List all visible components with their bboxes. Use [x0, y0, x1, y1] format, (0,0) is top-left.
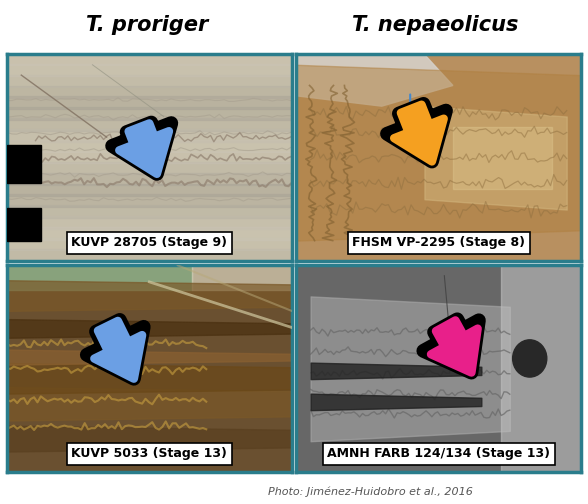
Bar — [7, 118, 292, 131]
Bar — [7, 53, 292, 66]
Ellipse shape — [513, 340, 547, 377]
Bar — [7, 42, 292, 54]
Bar — [7, 96, 292, 109]
Text: AMNH FARB 124/134 (Stage 13): AMNH FARB 124/134 (Stage 13) — [327, 447, 550, 460]
Polygon shape — [296, 54, 453, 106]
Bar — [7, 64, 292, 76]
Text: T. proriger: T. proriger — [86, 15, 208, 35]
Text: T. nepaeolicus: T. nepaeolicus — [352, 15, 518, 35]
Bar — [7, 227, 292, 239]
Text: KUVP 28705 (Stage 9): KUVP 28705 (Stage 9) — [71, 236, 228, 249]
Text: KUVP 5033 (Stage 13): KUVP 5033 (Stage 13) — [71, 447, 228, 460]
Bar — [7, 151, 292, 163]
Bar — [7, 75, 292, 87]
Bar — [7, 183, 292, 196]
Bar — [7, 208, 41, 240]
Bar — [7, 249, 292, 262]
Text: FHSM VP-2295 (Stage 8): FHSM VP-2295 (Stage 8) — [352, 236, 525, 249]
Bar — [7, 140, 292, 152]
Bar — [7, 107, 292, 120]
Bar — [7, 238, 292, 250]
Bar — [7, 162, 292, 174]
Bar — [7, 205, 292, 218]
Text: Photo: Jiménez-Huidobro et al., 2016: Photo: Jiménez-Huidobro et al., 2016 — [268, 486, 473, 497]
Bar — [7, 86, 292, 98]
Bar — [7, 195, 292, 207]
Bar — [7, 146, 41, 183]
Bar — [7, 216, 292, 229]
Bar — [7, 129, 292, 142]
Bar — [7, 173, 292, 185]
